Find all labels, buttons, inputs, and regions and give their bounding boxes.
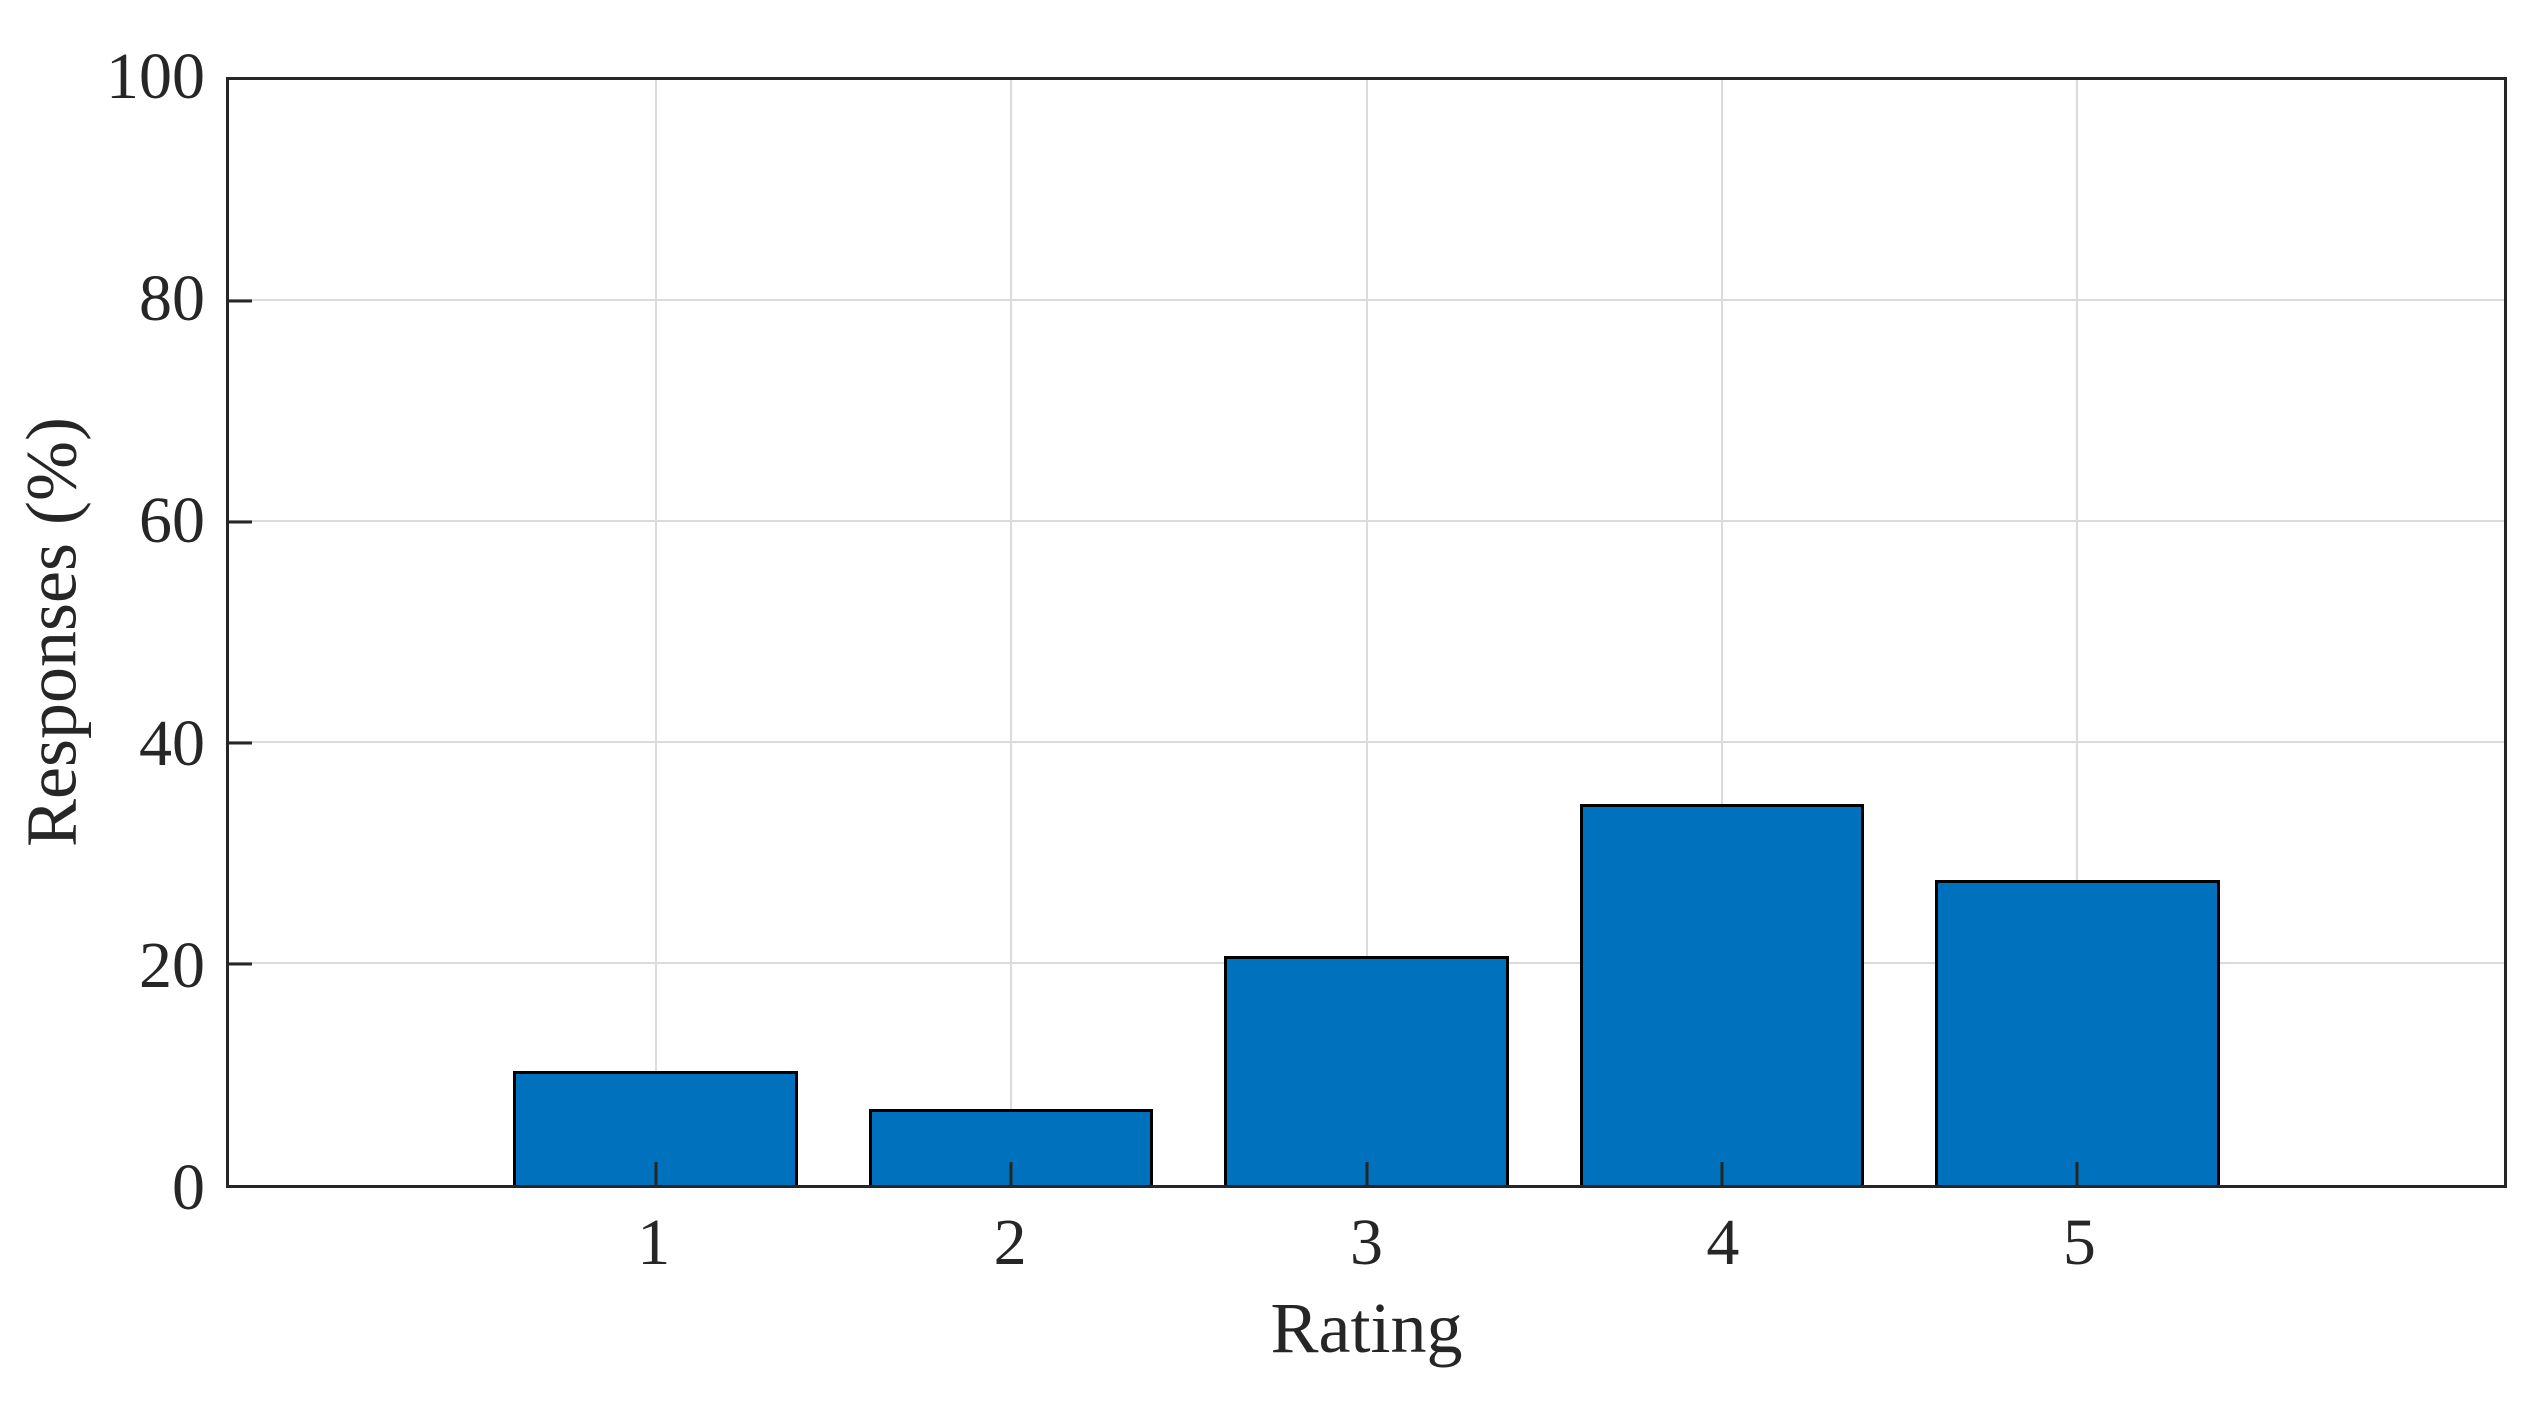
y-tick-label: 20 [139, 928, 205, 1002]
bar [1224, 956, 1509, 1185]
y-axis-tick-labels: 0 20 40 60 80 100 [0, 40, 205, 1224]
y-tick-mark [229, 520, 252, 524]
y-tick-label: 40 [139, 706, 205, 780]
x-tick-mark [1009, 1162, 1013, 1185]
bar [1579, 803, 1865, 1185]
x-tick-mark [1365, 1162, 1368, 1185]
x-axis-label: Rating [1270, 1288, 1463, 1368]
y-tick-label: 60 [139, 484, 205, 558]
x-tick-mark [654, 1162, 658, 1185]
x-tick-mark [1720, 1162, 1724, 1185]
y-tick-label: 0 [172, 1151, 205, 1224]
x-gridline [654, 80, 657, 1185]
x-tick-label: 2 [993, 1206, 1027, 1279]
x-tick-label: 5 [2062, 1206, 2096, 1279]
x-axis-tick-labels: 1 2 3 4 5 [226, 1188, 2507, 1298]
x-tick-label: 3 [1350, 1206, 1383, 1279]
x-gridline [1720, 80, 1723, 1185]
x-gridline [1010, 80, 1013, 1185]
bar [1935, 880, 2220, 1185]
x-tick-label: 4 [1706, 1206, 1740, 1279]
x-tick-label: 1 [637, 1206, 671, 1279]
y-tick-label: 80 [139, 262, 205, 336]
x-gridline [1365, 80, 1368, 1185]
y-tick-label: 100 [106, 40, 205, 113]
x-tick-mark [2075, 1162, 2079, 1185]
x-gridline [2076, 80, 2079, 1185]
y-tick-mark [229, 962, 252, 966]
y-tick-mark [229, 741, 252, 745]
plot-area [226, 77, 2507, 1188]
y-tick-mark [229, 299, 252, 303]
